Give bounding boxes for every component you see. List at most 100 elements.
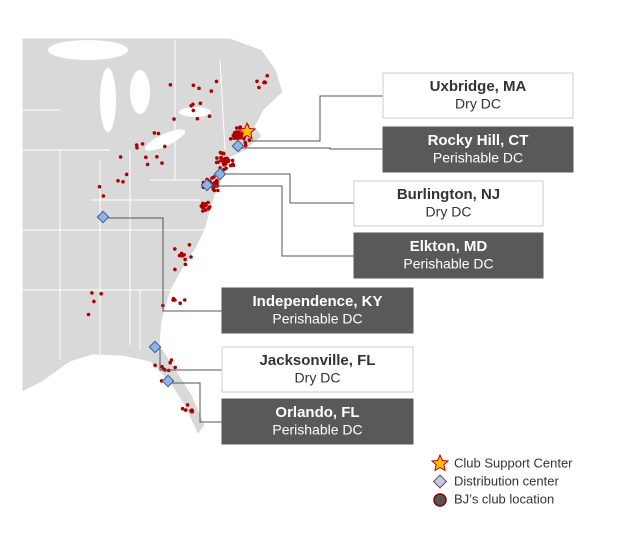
club-dot	[230, 158, 235, 163]
club-dot	[156, 131, 161, 136]
great-lakes	[48, 40, 211, 151]
club-dot	[224, 166, 228, 170]
club-dot	[234, 126, 239, 130]
club-dot	[140, 142, 145, 146]
club-dot	[171, 296, 176, 301]
club-dot	[153, 363, 157, 368]
club-dot	[99, 291, 103, 296]
club-dot	[173, 365, 177, 370]
club-dot	[238, 125, 242, 130]
club-dot	[203, 208, 208, 212]
club-dot	[222, 161, 227, 166]
legend-diamond	[432, 474, 448, 489]
connectors	[105, 95, 383, 423]
club-dot	[209, 89, 214, 93]
club-dot	[234, 130, 238, 134]
club-dot	[226, 159, 231, 164]
club-dot	[214, 79, 219, 84]
club-dot	[183, 257, 187, 262]
state-borders	[22, 40, 226, 360]
hq-star	[237, 121, 257, 140]
dc-type: Dry DC	[455, 96, 501, 112]
club-dot	[195, 116, 200, 121]
club-dot	[187, 243, 192, 247]
dc-name: Orlando, FL	[275, 404, 359, 421]
club-dot	[257, 85, 261, 90]
club-dot	[116, 179, 120, 183]
club-dot	[215, 156, 219, 160]
legend-dot	[433, 493, 447, 507]
club-dot	[163, 144, 167, 149]
club-dot	[221, 151, 226, 156]
dc-markers	[96, 139, 245, 388]
dc-name: Rocky Hill, CT	[428, 132, 529, 149]
club-dot	[173, 247, 177, 251]
club-dot	[201, 209, 205, 213]
club-dot	[172, 117, 176, 121]
club-dot	[206, 200, 210, 205]
dc-box	[353, 180, 544, 227]
legend-label: BJ’s club location	[454, 491, 554, 506]
club-dot	[215, 178, 219, 183]
club-dot	[265, 73, 270, 78]
club-dot	[145, 162, 150, 167]
club-dot	[118, 155, 123, 159]
club-dot	[180, 406, 185, 411]
club-dot	[92, 299, 96, 304]
land	[21, 37, 284, 436]
dc-box	[221, 346, 414, 393]
dc-box	[382, 72, 574, 119]
club-dot	[155, 155, 159, 159]
legend: Club Support Center Distribution center …	[430, 453, 573, 507]
club-dot	[216, 160, 220, 164]
club-dot	[189, 255, 193, 259]
club-dot	[179, 251, 184, 256]
dc-type: Dry DC	[295, 370, 341, 386]
club-dot	[206, 206, 211, 211]
dc-box	[382, 126, 574, 173]
club-dot	[182, 298, 187, 302]
dc-name: Jacksonville, FL	[260, 352, 376, 369]
dc-type: Perishable DC	[272, 422, 362, 438]
club-dot	[198, 101, 203, 106]
club-dot	[144, 155, 148, 160]
club-dot	[152, 131, 157, 135]
dc-box	[353, 232, 544, 279]
club-dot	[222, 158, 226, 163]
club-dot	[168, 83, 173, 87]
dc-name: Burlington, NJ	[397, 186, 500, 203]
club-dot	[248, 138, 252, 143]
club-dot	[212, 188, 217, 193]
dc-name: Independence, KY	[252, 293, 382, 310]
club-dot	[219, 158, 223, 163]
club-dot	[201, 202, 205, 207]
club-dot	[169, 358, 174, 362]
legend-label: Distribution center	[454, 473, 559, 488]
dc-box	[221, 287, 414, 334]
club-dot	[210, 176, 214, 180]
club-dot	[233, 134, 237, 139]
club-dot	[90, 291, 94, 295]
club-dot	[191, 83, 196, 88]
club-dot	[178, 301, 182, 306]
club-dot	[219, 155, 223, 160]
club-dot	[255, 79, 259, 84]
club-dot	[189, 408, 193, 413]
dc-name: Elkton, MD	[410, 238, 488, 255]
club-dot	[243, 140, 248, 145]
dc-type: Perishable DC	[272, 311, 362, 327]
club-dot	[231, 162, 235, 166]
club-dot	[168, 360, 172, 365]
dc-type: Perishable DC	[403, 256, 493, 272]
club-dot	[197, 86, 201, 91]
club-dot	[185, 403, 190, 407]
club-dot	[237, 136, 242, 140]
dc-type: Dry DC	[426, 204, 472, 220]
club-dot	[238, 131, 242, 136]
club-dot	[97, 184, 102, 189]
club-dot	[173, 267, 177, 272]
club-dot	[135, 146, 139, 150]
